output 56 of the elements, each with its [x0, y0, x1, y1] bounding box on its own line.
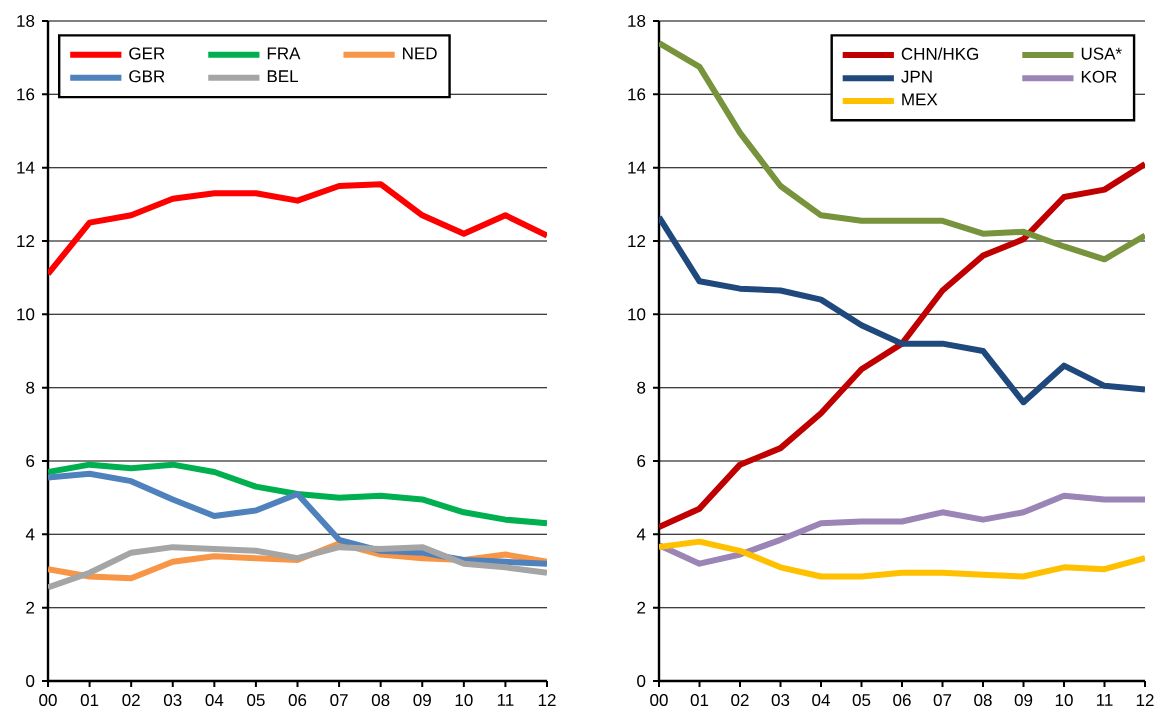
y-tick-label: 14 [17, 161, 35, 174]
legend-label: MEX [902, 93, 938, 106]
legend-label: USA* [1081, 47, 1122, 60]
legend-label: NED [403, 47, 437, 60]
x-tick-label: 00 [39, 694, 57, 707]
x-tick-label: 10 [1055, 694, 1073, 707]
y-tick-label: 2 [26, 601, 35, 614]
y-tick-label: 4 [636, 528, 646, 541]
legend-label: FRA [267, 47, 301, 60]
x-tick-label: 00 [650, 694, 668, 707]
x-tick-label: 06 [893, 694, 911, 707]
y-tick-label: 6 [637, 454, 646, 467]
legend-label: BEL [267, 70, 299, 83]
y-tick-label: 0 [26, 674, 35, 687]
x-tick-label: 11 [1096, 694, 1113, 706]
x-tick-label: 11 [497, 694, 514, 706]
legend-label: KOR [1081, 70, 1117, 83]
y-tick-label: 12 [628, 235, 646, 247]
y-tick-label: 16 [628, 88, 646, 101]
legend-label: CHN/HKG [901, 47, 979, 60]
x-tick-label: 03 [163, 694, 182, 707]
x-tick-label: 12 [1136, 694, 1154, 706]
x-tick-label: 07 [933, 694, 952, 707]
y-tick-label: 6 [26, 454, 35, 467]
y-tick-label: 10 [628, 308, 646, 321]
x-tick-label: 10 [455, 694, 473, 707]
x-tick-label: 02 [122, 694, 140, 707]
y-tick-label: 16 [17, 88, 35, 101]
x-tick-label: 01 [690, 694, 709, 707]
x-tick-label: 05 [247, 694, 265, 707]
x-tick-label: 03 [771, 694, 790, 707]
x-tick-label: 02 [731, 694, 749, 707]
x-tick-label: 09 [413, 694, 431, 707]
y-tick-label: 18 [628, 14, 646, 27]
y-tick-label: 2 [637, 601, 646, 614]
legend-label: JPN [901, 70, 932, 83]
legend-label: GBR [129, 70, 165, 83]
legend-label: GER [129, 47, 165, 60]
x-tick-label: 08 [974, 694, 992, 707]
x-tick-label: 07 [330, 694, 348, 707]
y-tick-label: 12 [17, 235, 35, 247]
x-tick-label: 06 [288, 694, 307, 707]
y-tick-label: 18 [17, 14, 35, 27]
x-tick-label: 05 [852, 694, 871, 707]
y-tick-label: 8 [26, 381, 35, 394]
x-tick-label: 04 [812, 694, 830, 707]
x-tick-label: 12 [538, 694, 556, 706]
y-tick-label: 14 [628, 161, 646, 174]
x-tick-label: 09 [1014, 694, 1033, 707]
y-tick-label: 8 [637, 381, 646, 394]
y-tick-label: 0 [637, 674, 646, 687]
y-tick-label: 4 [25, 528, 35, 541]
x-tick-label: 08 [371, 694, 390, 707]
x-tick-label: 01 [80, 694, 99, 707]
x-tick-label: 04 [205, 694, 224, 707]
y-tick-label: 10 [17, 308, 35, 321]
